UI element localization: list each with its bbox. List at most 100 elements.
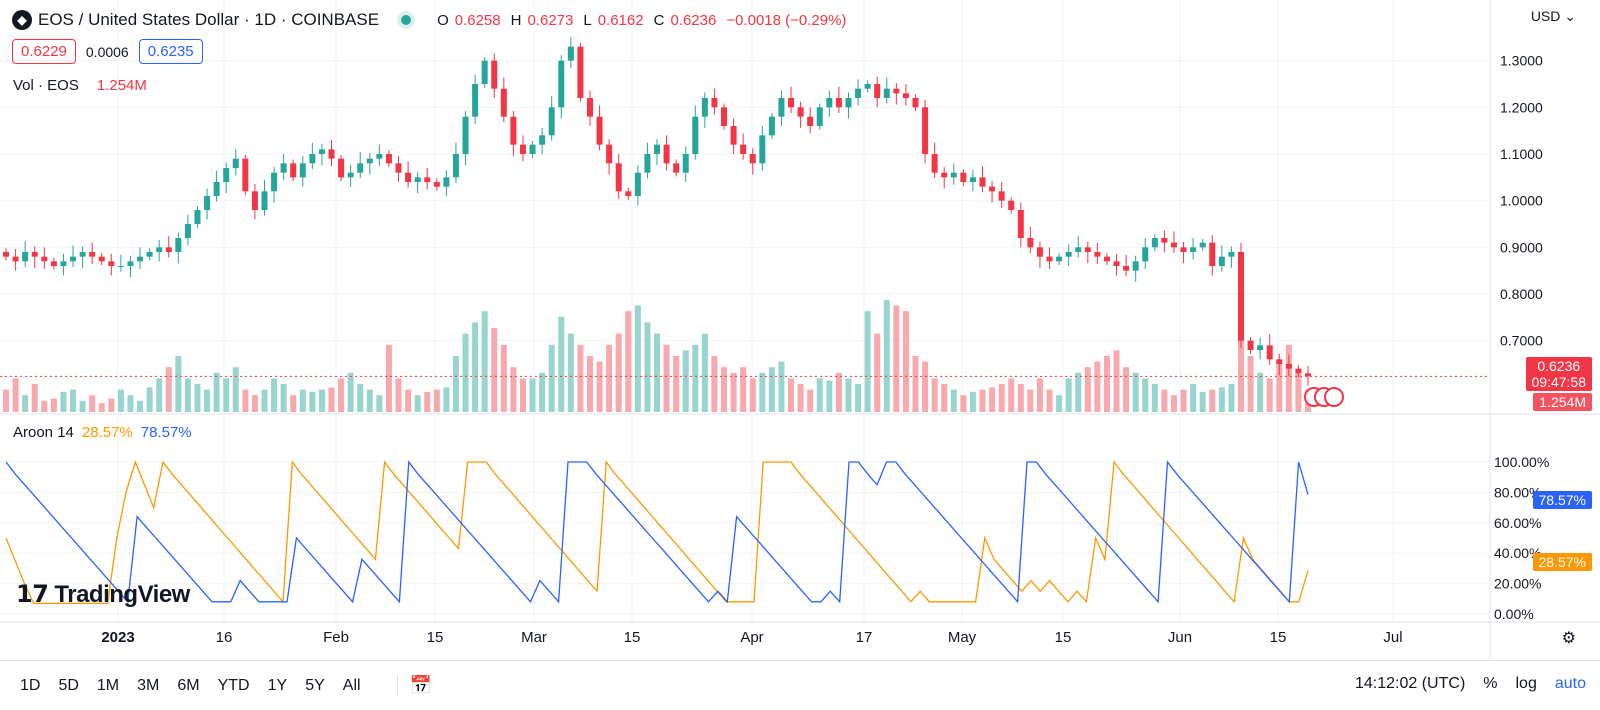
candle-body: [22, 252, 29, 262]
candle-body: [41, 256, 48, 262]
tf-1m-button[interactable]: 1M: [96, 676, 120, 694]
volume-bar: [577, 344, 584, 412]
candle-body: [60, 261, 67, 266]
volume-tag: 1.254M: [1533, 393, 1592, 411]
volume-bar: [290, 395, 297, 412]
volume-bar: [1209, 389, 1216, 412]
candle-body: [1094, 252, 1101, 257]
volume-bar: [1247, 356, 1254, 412]
volume-bar: [299, 389, 306, 412]
volume-bar: [1046, 389, 1053, 412]
volume-bar: [835, 372, 842, 412]
volume-bar: [433, 389, 440, 412]
tf-5d-button[interactable]: 5D: [58, 676, 79, 694]
candle-body: [730, 126, 737, 145]
aroon-legend[interactable]: Aroon 14 28.57% 78.57%: [13, 424, 192, 441]
candle-body: [1228, 252, 1235, 257]
volume-bar: [328, 387, 335, 412]
candle-body: [1056, 256, 1063, 262]
date-range-calendar-icon[interactable]: 📅: [396, 675, 432, 696]
candle-body: [424, 177, 431, 182]
aroon-down-value: 78.57%: [140, 424, 192, 441]
candle-body: [433, 182, 440, 187]
candle-body: [50, 261, 57, 266]
percent-scale-button[interactable]: %: [1483, 675, 1498, 692]
candle-body: [596, 116, 603, 145]
candle-body: [1075, 247, 1082, 252]
candle-body: [989, 186, 996, 192]
candle-body: [931, 154, 938, 173]
aroon-up-value: 28.57%: [81, 424, 133, 441]
candle-body: [577, 46, 584, 98]
candle-body: [1190, 247, 1197, 252]
tf-all-button[interactable]: All: [342, 676, 361, 694]
tf-1y-button[interactable]: 1Y: [267, 676, 288, 694]
tf-3m-button[interactable]: 3M: [137, 676, 160, 694]
candle-body: [1046, 256, 1053, 262]
auto-scale-button[interactable]: auto: [1554, 675, 1586, 692]
volume-bar: [318, 389, 325, 412]
volume-bar: [108, 398, 115, 412]
price-chart[interactable]: 1.3000 1.2000 1.1000 1.0000 0.9000 0.8000 0.70…: [0, 0, 1600, 660]
tf-5y-button[interactable]: 5Y: [305, 676, 325, 694]
volume-bar: [481, 311, 488, 412]
volume-bar: [462, 333, 469, 412]
candle-body: [816, 107, 823, 126]
volume-bar: [1017, 384, 1024, 412]
candle-body: [845, 98, 852, 108]
candle-body: [625, 191, 632, 196]
price-axis-tick: 1.0000: [1500, 193, 1543, 209]
tf-6m-button[interactable]: 6M: [177, 676, 200, 694]
candle-body: [472, 84, 479, 117]
volume-bar: [1199, 391, 1206, 412]
volume-bar: [1065, 378, 1072, 412]
candle-body: [194, 210, 201, 224]
log-scale-button[interactable]: log: [1515, 675, 1537, 692]
candle-body: [1247, 340, 1254, 350]
candle-body: [673, 163, 680, 173]
candle-body: [1305, 373, 1311, 377]
volume-bar: [529, 378, 536, 412]
volume-bar: [625, 311, 632, 412]
volume-bar: [989, 387, 996, 412]
volume-bar: [510, 367, 517, 412]
volume-bar: [615, 333, 622, 412]
candle-body: [941, 172, 948, 178]
candle-body: [682, 154, 689, 173]
volume-bar: [232, 367, 239, 412]
symbol-title[interactable]: EOS / United States Dollar · 1D · COINBA…: [38, 10, 380, 29]
currency-selector[interactable]: USD ⌄: [1530, 8, 1576, 24]
volume-bar: [347, 372, 354, 412]
spread-value: 0.0006: [85, 43, 129, 60]
volume-bar: [519, 378, 526, 412]
volume-bar: [79, 400, 86, 412]
aroon-axis-tick: 100.00%: [1494, 454, 1549, 470]
candle-body: [137, 256, 144, 262]
tf-1d-button[interactable]: 1D: [20, 676, 41, 694]
volume-bar: [768, 367, 775, 412]
time-axis-label: Feb: [323, 629, 349, 646]
volume-legend[interactable]: Vol · EOS 1.254M: [13, 77, 147, 94]
candle-body: [969, 177, 976, 182]
settings-gear-icon[interactable]: ⚙: [1561, 630, 1576, 647]
sell-price-button[interactable]: 0.6229: [12, 39, 76, 64]
candle-body: [280, 163, 287, 173]
buy-price-button[interactable]: 0.6235: [138, 39, 203, 64]
candle-body: [510, 116, 517, 145]
candle-body: [1027, 238, 1034, 248]
candle-body: [1151, 238, 1158, 248]
candle-body: [443, 177, 450, 187]
volume-bar: [376, 395, 383, 412]
ohlc-values: O 0.6258 H 0.6273 L 0.6162 C 0.6236 −0.0018 …: [437, 11, 847, 29]
candle-body: [1276, 359, 1283, 364]
candle-body: [385, 154, 392, 164]
clock-display[interactable]: 14:12:02 (UTC): [1355, 675, 1466, 692]
tradingview-logo[interactable]: 𝟭𝟳 TradingView: [16, 580, 190, 609]
volume-bar: [931, 378, 938, 412]
eos-logo-icon: ◆: [12, 10, 32, 30]
candle-body: [902, 93, 909, 98]
volume-bar: [357, 384, 364, 412]
volume-bar: [596, 361, 603, 412]
volume-bar: [548, 344, 555, 412]
tf-ytd-button[interactable]: YTD: [217, 676, 250, 694]
